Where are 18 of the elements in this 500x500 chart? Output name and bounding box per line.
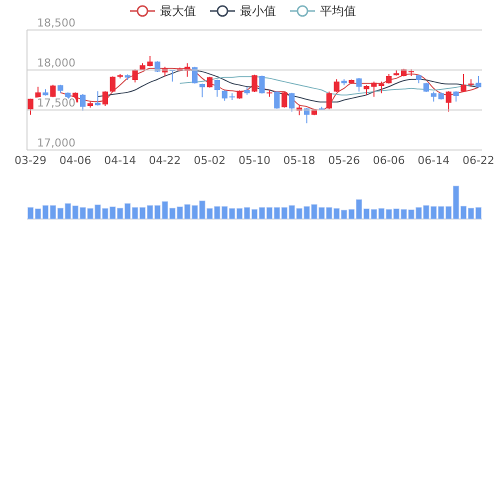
x-tick-label: 05-18: [283, 154, 316, 167]
legend-label: 最大值: [160, 4, 196, 18]
y-tick-label: 18,500: [37, 16, 76, 30]
x-tick-label: 06-14: [418, 154, 450, 167]
x-tick-label: 03-29: [14, 154, 47, 167]
x-tick-label: 05-10: [238, 154, 270, 167]
x-tick-label: 04-06: [59, 154, 92, 167]
legend-label: 平均值: [320, 4, 356, 18]
x-tick-label: 04-14: [104, 154, 136, 167]
legend-label: 最小值: [240, 4, 276, 18]
x-tick-label: 06-06: [372, 154, 405, 167]
x-tick-label: 06-22: [462, 154, 494, 167]
x-tick-label: 05-26: [328, 154, 360, 167]
x-tick-label: 04-22: [148, 154, 181, 167]
y-tick-label: 17,000: [37, 136, 76, 150]
y-tick-label: 18,000: [37, 56, 76, 70]
y-tick-label: 17,500: [37, 96, 76, 110]
x-tick-label: 05-02: [194, 154, 226, 167]
